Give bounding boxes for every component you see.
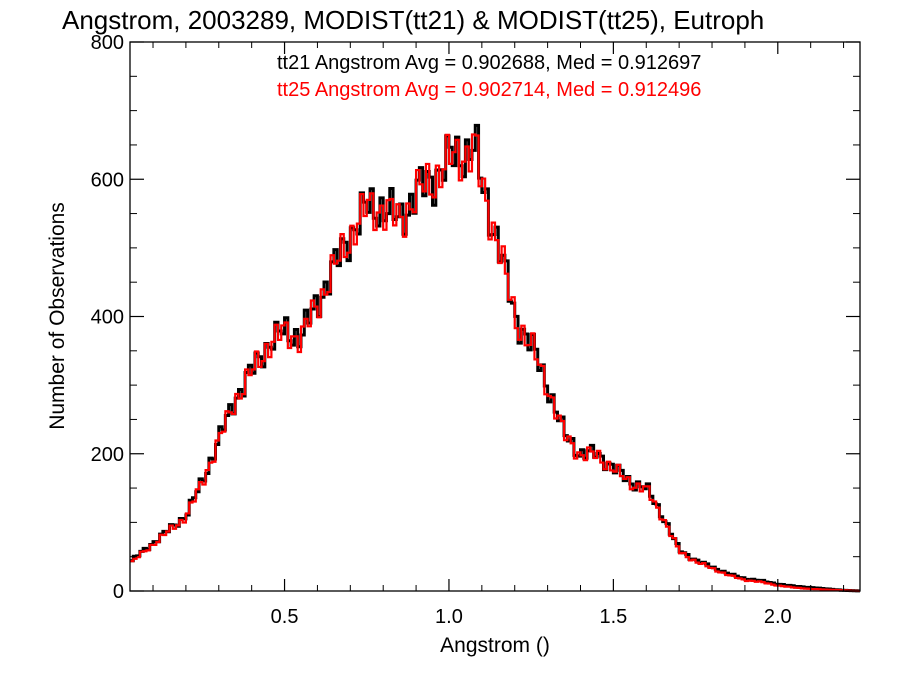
histogram-series-tt25	[130, 133, 860, 593]
histogram-series-tt21	[130, 123, 860, 593]
annotation-tt25: tt25 Angstrom Avg = 0.902714, Med = 0.91…	[277, 79, 701, 101]
y-tick-label: 0	[113, 581, 124, 603]
axis-ticks	[130, 41, 860, 592]
x-tick-label: 1.0	[435, 606, 463, 628]
plot-area	[130, 123, 860, 593]
y-axis-label: Number of Observations	[46, 202, 69, 430]
x-axis-label: Angstrom ()	[440, 634, 550, 657]
plot-frame	[129, 41, 861, 592]
y-tick-label: 600	[91, 169, 124, 191]
x-tick-label: 0.5	[271, 606, 299, 628]
chart-title: Angstrom, 2003289, MODIST(tt21) & MODIST…	[62, 5, 764, 35]
x-tick-label: 1.5	[599, 606, 627, 628]
annotation-tt21: tt21 Angstrom Avg = 0.902688, Med = 0.91…	[277, 52, 701, 74]
axis-tick-labels: 0.5 1.0 1.5 2.0 0 200 400 600 800	[91, 32, 792, 628]
y-tick-label: 800	[91, 32, 124, 54]
y-tick-label: 200	[91, 444, 124, 466]
x-tick-label: 2.0	[764, 606, 792, 628]
y-tick-label: 400	[91, 307, 124, 329]
